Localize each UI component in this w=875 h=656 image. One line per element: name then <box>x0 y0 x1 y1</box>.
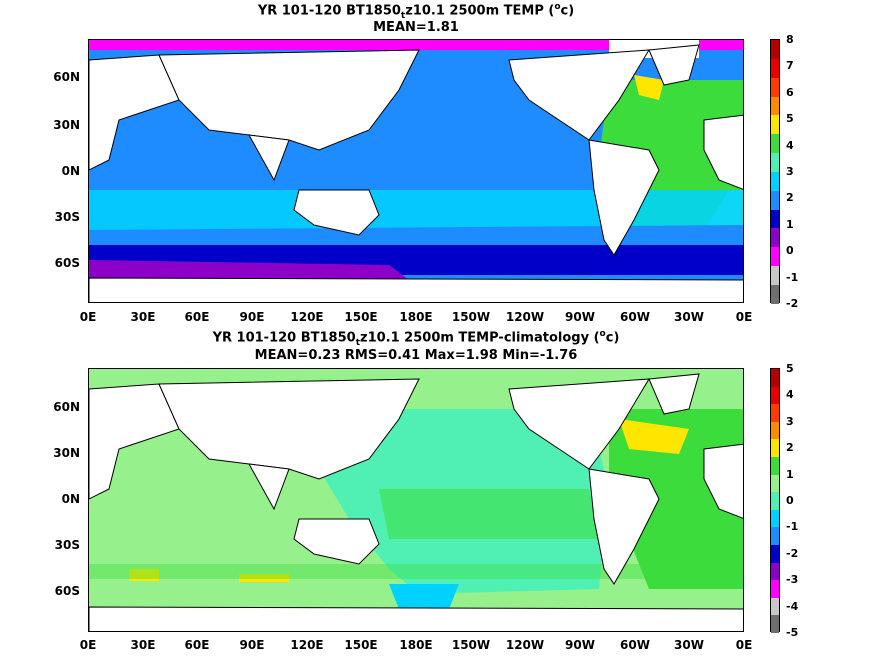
panel1-lon-30w: 30W <box>674 310 704 324</box>
panel2-lon-90e: 90E <box>239 638 265 652</box>
colorbar-swatch <box>771 266 779 285</box>
panel1-title: YR 101-120 BT1850tz10.1 2500m TEMP (oc) <box>257 2 575 21</box>
colorbar-tick-label: 3 <box>786 165 794 178</box>
panel2-lat-0n: 0N <box>61 492 80 506</box>
panel2-lon-180e: 180E <box>399 638 433 652</box>
colorbar-tick-label: 1 <box>786 217 794 231</box>
panel1-lon-120w: 120W <box>505 310 545 324</box>
panel1-map <box>88 39 744 303</box>
colorbar-tick-label: 0 <box>786 244 794 258</box>
colorbar-swatch <box>771 492 779 510</box>
colorbar-tick-label: 5 <box>786 362 794 375</box>
panel1-lon-90w: 90W <box>565 310 595 324</box>
colorbar-tick-label: 4 <box>786 388 794 402</box>
panel1-lon-180e: 180E <box>399 310 433 324</box>
colorbar-swatch <box>771 544 779 563</box>
colorbar-tick-label: -3 <box>786 573 799 587</box>
colorbar-tick-label: 0 <box>786 494 794 507</box>
panel2-lat-30s: 30S <box>54 538 80 552</box>
panel2-lon-60w: 60W <box>620 638 650 652</box>
colorbar-tick-label: -1 <box>786 520 799 534</box>
panel1-lat-30n: 30N <box>53 118 80 132</box>
panel2-lon-60e: 60E <box>184 638 210 652</box>
panel1-lat-60s: 60S <box>54 256 80 270</box>
panel2-lat-30n: 30N <box>53 446 80 460</box>
panel1-lon-0e-end: 0E <box>735 310 753 324</box>
colorbar-tick-label: -2 <box>786 297 799 310</box>
colorbar-swatch <box>771 209 779 229</box>
panel2-map <box>88 368 744 632</box>
colorbar-swatch <box>771 615 779 633</box>
colorbar-swatch <box>771 77 779 97</box>
colorbar-swatch <box>771 40 779 59</box>
panel1-lon-60e: 60E <box>184 310 210 324</box>
colorbar-swatch <box>771 171 779 191</box>
colorbar-swatch <box>771 562 779 581</box>
panel1-lon-120e: 120E <box>290 310 324 324</box>
colorbar-tick-label: 6 <box>786 85 794 99</box>
panel1-lon-60w: 60W <box>620 310 650 324</box>
panel2-lon-90w: 90W <box>565 638 595 652</box>
colorbar-swatch <box>771 96 779 116</box>
colorbar-tick-label: -4 <box>786 599 799 613</box>
panel1-lon-0e: 0E <box>79 310 97 324</box>
colorbar-tick-label: -5 <box>786 626 799 639</box>
panel2-lon-150w: 150W <box>451 638 491 652</box>
colorbar-swatch <box>771 369 779 387</box>
panel2-lat-60s: 60S <box>54 584 80 598</box>
colorbar-tick-label: 3 <box>786 414 794 428</box>
colorbar-tick-label: 4 <box>786 138 794 152</box>
colorbar-swatch <box>771 228 779 248</box>
colorbar-swatch <box>771 58 779 78</box>
panel2-lon-0e: 0E <box>79 638 97 652</box>
colorbar-swatch <box>771 153 779 172</box>
panel1-lat-0n: 0N <box>61 164 80 178</box>
panel2-lon-150e: 150E <box>344 638 378 652</box>
colorbar-swatch <box>771 456 779 475</box>
panel2-lon-30w: 30W <box>674 638 704 652</box>
colorbar-tick-label: 1 <box>786 467 794 481</box>
colorbar-swatch <box>771 474 779 493</box>
panel1-lat-60n: 60N <box>53 70 80 84</box>
panel1-colorbar <box>770 39 780 304</box>
panel2-lon-120w: 120W <box>505 638 545 652</box>
panel2-lon-30e: 30E <box>130 638 156 652</box>
colorbar-swatch <box>771 386 779 405</box>
colorbar-swatch <box>771 527 779 545</box>
colorbar-tick-label: -1 <box>786 270 799 284</box>
panel2-lon-120e: 120E <box>290 638 324 652</box>
colorbar-tick-label: -2 <box>786 546 799 560</box>
colorbar-swatch <box>771 509 779 528</box>
colorbar-swatch <box>771 439 779 457</box>
colorbar-swatch <box>771 247 779 267</box>
panel2-stats: MEAN=0.23 RMS=0.41 Max=1.98 Min=-1.76 <box>254 348 578 363</box>
colorbar-tick-label: 7 <box>786 59 794 73</box>
panel1-lon-150w: 150W <box>451 310 491 324</box>
colorbar-swatch <box>771 115 779 135</box>
panel2-lat-60n: 60N <box>53 400 80 414</box>
panel1-stats: MEAN=1.81 <box>373 20 459 35</box>
colorbar-swatch <box>771 597 779 616</box>
colorbar-swatch <box>771 580 779 598</box>
colorbar-tick-label: 2 <box>786 441 794 455</box>
panel2-colorbar <box>770 368 780 633</box>
colorbar-swatch <box>771 134 779 154</box>
colorbar-tick-label: 2 <box>786 191 794 205</box>
colorbar-swatch <box>771 421 779 440</box>
colorbar-tick-label: 5 <box>786 112 794 126</box>
panel1-lon-150e: 150E <box>344 310 378 324</box>
panel1-lat-30s: 30S <box>54 210 80 224</box>
colorbar-swatch <box>771 284 779 304</box>
colorbar-swatch <box>771 190 779 210</box>
colorbar-swatch <box>771 404 779 422</box>
panel2-lon-0e-end: 0E <box>735 638 753 652</box>
panel2-title: YR 101-120 BT1850tz10.1 2500m TEMP-clima… <box>212 329 620 348</box>
panel1-lon-30e: 30E <box>130 310 156 324</box>
colorbar-tick-label: 8 <box>786 33 794 46</box>
panel1-lon-90e: 90E <box>239 310 265 324</box>
